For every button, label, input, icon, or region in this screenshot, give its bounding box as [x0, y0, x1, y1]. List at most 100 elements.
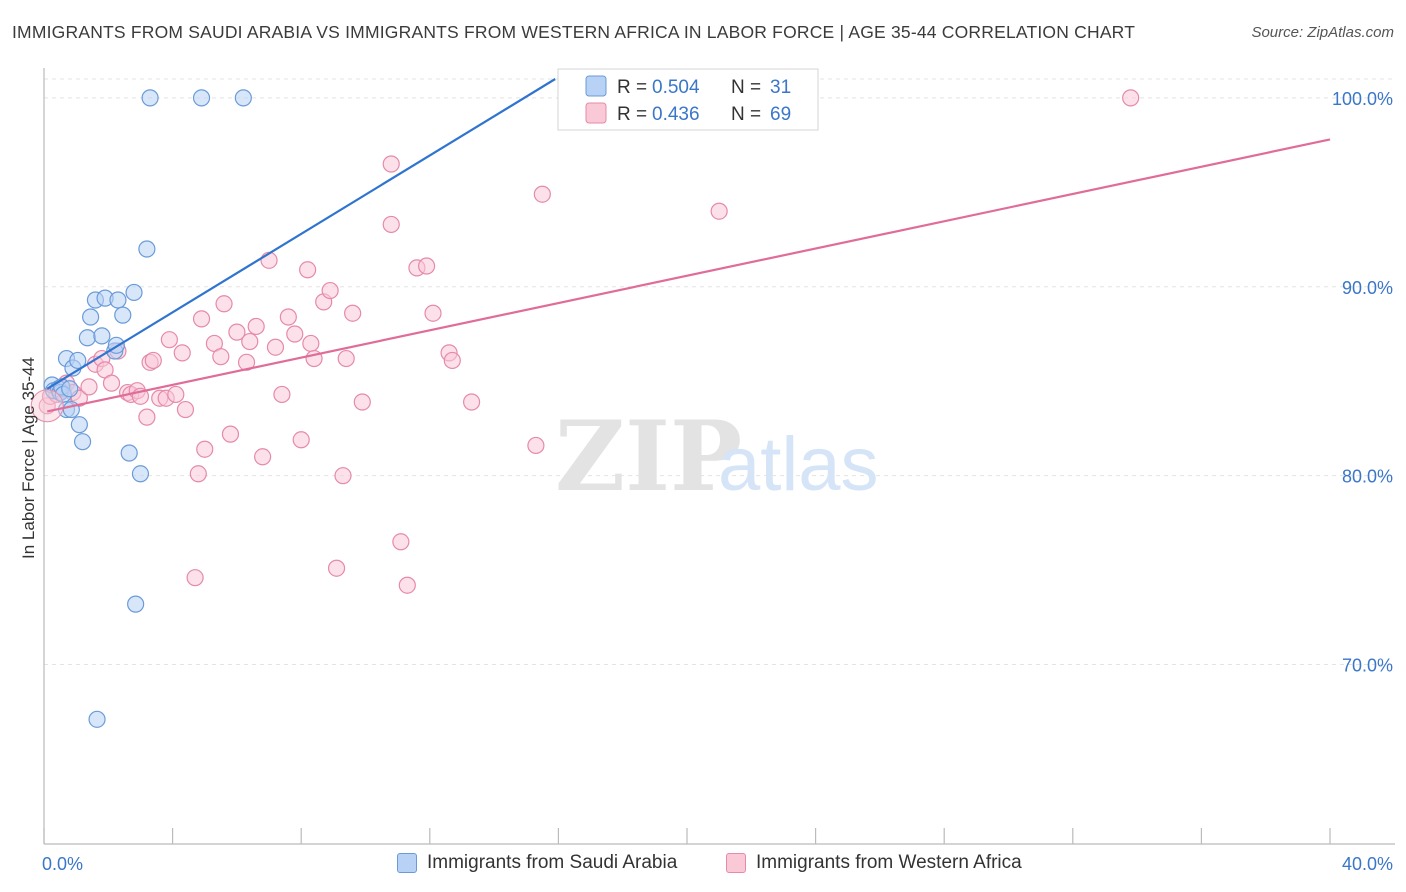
chart-source: Source: ZipAtlas.com [1251, 24, 1394, 41]
y-tick-label-0: 100.0% [1332, 89, 1393, 109]
legend-n-label-1: N = [731, 104, 761, 125]
point-wafrica-64 [533, 185, 551, 203]
point-saudi-14 [78, 329, 97, 347]
legend-swatch-wafrica [585, 102, 607, 124]
point-wafrica-52 [353, 393, 371, 411]
point-saudi-30 [234, 89, 252, 107]
point-wafrica-65 [710, 202, 728, 220]
point-wafrica-11 [102, 374, 121, 392]
point-wafrica-41 [279, 308, 297, 326]
point-wafrica-59 [424, 304, 442, 322]
point-saudi-29 [192, 89, 211, 107]
legend-r-value-1: 0.436 [652, 104, 700, 125]
label-layer: 100.0% 90.0% 80.0% 70.0% 0.0% 40.0% In Labor F… [19, 89, 1393, 874]
point-saudi-22 [114, 306, 132, 324]
legend-n-label-0: N = [731, 77, 761, 98]
point-saudi-13 [73, 433, 92, 451]
point-wafrica-66 [1122, 89, 1140, 107]
point-saudi-27 [138, 240, 156, 258]
legend-item-western-africa[interactable]: Immigrants from Western Africa [726, 852, 1022, 874]
point-wafrica-27 [192, 310, 211, 328]
grid-layer [44, 78, 1395, 666]
y-tick-label-2: 80.0% [1342, 467, 1393, 487]
axis-layer [43, 68, 1395, 845]
point-wafrica-24 [173, 344, 191, 362]
legend-swatch-blue [397, 853, 417, 873]
point-saudi-8 [62, 400, 80, 419]
point-wafrica-36 [247, 317, 265, 336]
legend-r-label-1: R = [617, 104, 647, 125]
point-wafrica-17 [138, 408, 156, 426]
point-wafrica-33 [228, 323, 246, 341]
legend-label-saudi-arabia: Immigrants from Saudi Arabia [427, 852, 678, 873]
point-wafrica-53 [382, 215, 400, 234]
point-wafrica-50 [337, 349, 355, 368]
legend-r-label-0: R = [617, 77, 647, 98]
legend-n-value-0: 31 [770, 77, 791, 98]
point-saudi-24 [127, 595, 145, 613]
point-saudi-12 [70, 416, 88, 434]
watermark-zip: ZIP [555, 400, 742, 513]
point-saudi-7 [61, 380, 79, 398]
point-wafrica-31 [215, 295, 233, 313]
legend-r-value-0: 0.504 [652, 77, 700, 98]
point-wafrica-19 [144, 351, 162, 370]
point-wafrica-63 [527, 436, 545, 455]
point-saudi-15 [82, 308, 100, 326]
legend-swatch-saudi [585, 75, 607, 97]
x-tick-label-1: 40.0% [1342, 854, 1393, 874]
point-saudi-25 [131, 465, 150, 483]
point-wafrica-37 [254, 448, 272, 466]
point-wafrica-51 [344, 304, 362, 322]
point-wafrica-56 [398, 576, 416, 594]
point-wafrica-68 [327, 559, 346, 577]
trend-layer [46, 78, 1331, 413]
point-wafrica-26 [189, 465, 207, 483]
legend-swatch-pink [726, 853, 746, 873]
point-wafrica-25 [176, 400, 195, 419]
point-wafrica-35 [241, 332, 259, 351]
point-saudi-11 [69, 351, 87, 370]
point-wafrica-45 [302, 334, 320, 353]
legend-label-western-africa: Immigrants from Western Africa [756, 852, 1022, 873]
point-wafrica-39 [266, 338, 285, 356]
points-layer [30, 89, 1140, 728]
legend-n-value-1: 69 [770, 104, 791, 125]
point-wafrica-40 [273, 385, 291, 404]
point-wafrica-67 [186, 569, 204, 587]
point-wafrica-30 [212, 348, 230, 366]
point-wafrica-58 [417, 257, 436, 275]
point-wafrica-42 [286, 325, 304, 343]
point-wafrica-44 [299, 261, 317, 279]
point-wafrica-32 [221, 425, 240, 443]
point-wafrica-7 [80, 378, 98, 396]
point-wafrica-large [30, 389, 64, 423]
y-tick-label-1: 90.0% [1342, 278, 1393, 298]
point-saudi-21 [109, 291, 127, 309]
point-wafrica-55 [392, 533, 410, 551]
point-wafrica-34 [237, 353, 256, 371]
watermark-atlas: atlas [718, 422, 879, 507]
trendline-wafrica [46, 138, 1331, 413]
point-saudi-28 [141, 89, 159, 107]
legend-item-saudi-arabia[interactable]: Immigrants from Saudi Arabia [397, 852, 677, 874]
point-wafrica-62 [462, 393, 481, 411]
bottom-legend: Immigrants from Saudi Arabia Immigrants … [0, 848, 1406, 880]
point-saudi-31 [88, 710, 106, 728]
point-wafrica-23 [167, 385, 185, 404]
point-wafrica-54 [382, 155, 400, 173]
trendline-saudi [46, 78, 556, 390]
chart-title: IMMIGRANTS FROM SAUDI ARABIA VS IMMIGRAN… [12, 22, 1136, 42]
legend-layer: R = 0.504 N = 31 R = 0.436 N = 69 [557, 68, 819, 131]
point-wafrica-48 [321, 281, 339, 300]
point-wafrica-61 [443, 351, 461, 370]
point-saudi-26 [120, 444, 138, 462]
point-wafrica-22 [160, 331, 178, 349]
point-wafrica-28 [196, 440, 214, 458]
y-tick-label-3: 70.0% [1342, 656, 1393, 676]
point-wafrica-43 [292, 431, 310, 449]
x-tick-label-0: 0.0% [42, 854, 83, 874]
y-axis-label: In Labor Force | Age 35-44 [19, 357, 38, 559]
